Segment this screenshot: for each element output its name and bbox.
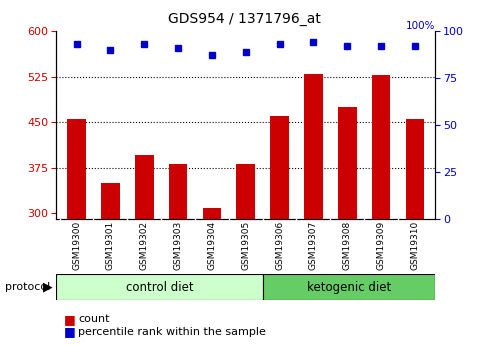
Bar [135,155,153,219]
Text: ■: ■ [63,325,75,338]
Bar [371,75,389,219]
Text: GSM19307: GSM19307 [308,221,317,270]
Text: GSM19306: GSM19306 [274,221,284,270]
Text: protocol: protocol [5,282,50,292]
Text: GSM19310: GSM19310 [409,221,419,270]
Text: GSM19303: GSM19303 [173,221,182,270]
Bar [304,73,322,219]
Text: GSM19309: GSM19309 [376,221,385,270]
Text: GSM19305: GSM19305 [241,221,250,270]
Text: GSM19304: GSM19304 [207,221,216,270]
Text: 100%: 100% [405,21,434,31]
Bar [168,165,187,219]
Text: GSM19301: GSM19301 [106,221,115,270]
Bar [263,274,434,300]
Text: count: count [78,314,109,324]
Bar [236,165,255,219]
Text: ▶: ▶ [43,280,53,294]
Text: ketogenic diet: ketogenic diet [306,281,390,294]
Bar [67,119,86,219]
Bar [337,107,356,219]
Text: control diet: control diet [125,281,193,294]
Text: ■: ■ [63,313,75,326]
Text: GSM19302: GSM19302 [140,221,148,270]
Bar [270,116,288,219]
Text: GDS954 / 1371796_at: GDS954 / 1371796_at [168,12,320,26]
Text: percentile rank within the sample: percentile rank within the sample [78,327,265,337]
Text: GSM19300: GSM19300 [72,221,81,270]
Text: GSM19308: GSM19308 [342,221,351,270]
Bar [202,208,221,219]
Bar [405,119,424,219]
Bar [56,274,263,300]
Bar [101,183,120,219]
